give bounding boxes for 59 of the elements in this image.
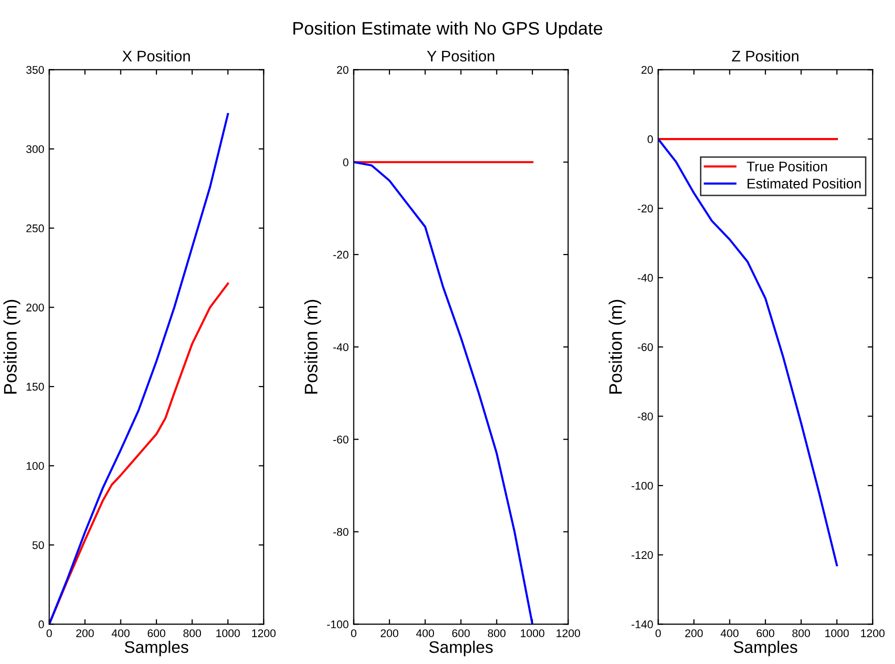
y-tick-label: 300	[26, 145, 44, 154]
y-axis-title: Position (m)	[608, 300, 626, 394]
chart-title: Y Position	[427, 50, 494, 62]
x-axis-title: Samples	[429, 640, 493, 656]
x-tick-label: 0	[46, 629, 52, 638]
y-tick-label: 200	[26, 304, 44, 312]
y-tick-label: 150	[26, 382, 44, 391]
chart-title: Z Position	[732, 50, 798, 62]
y-tick-label: -60	[333, 436, 348, 444]
y-tick-label: 250	[26, 224, 44, 232]
y-tick-label: -120	[632, 551, 653, 559]
y-tick-label: -40	[638, 274, 653, 282]
x-tick-label: 600	[756, 629, 774, 638]
x-tick-label: 600	[148, 629, 166, 638]
y-tick-label: 100	[26, 462, 44, 470]
y-tick-label: 0	[38, 620, 44, 628]
y-tick-label: -100	[632, 482, 653, 490]
y-tick-label: 0	[648, 135, 653, 144]
y-tick-label: -20	[638, 204, 653, 212]
x-tick-label: 800	[183, 629, 202, 638]
y-tick-label: -60	[638, 343, 653, 352]
legend-label: True Position	[746, 161, 827, 172]
y-tick-label: -80	[638, 412, 653, 420]
y-axis-title: Position (m)	[304, 300, 322, 394]
x-tick-label: 800	[792, 629, 810, 638]
text: Position Estimate with No GPS Update	[293, 21, 602, 38]
y-tick-label: 20	[337, 66, 348, 74]
y-tick-label: 350	[26, 66, 44, 74]
legend-label: Estimated Position	[748, 178, 861, 189]
x-tick-label: 1200	[556, 629, 580, 638]
y-axis-title: Position (m)	[3, 300, 20, 394]
y-tick-label: -20	[333, 250, 348, 259]
y-tick-label: 0	[343, 158, 348, 166]
x-tick-label: 200	[380, 629, 398, 638]
chart-title: X Position	[122, 50, 190, 62]
line-series	[49, 113, 229, 624]
line-series	[354, 161, 534, 624]
x-tick-label: 1000	[825, 629, 849, 638]
y-tick-label: -80	[333, 528, 348, 536]
y-tick-label: 20	[642, 66, 653, 74]
x-axis-title: Samples	[124, 640, 188, 656]
x-tick-label: 400	[720, 629, 739, 638]
x-tick-label: 800	[488, 629, 506, 638]
x-tick-label: 0	[656, 629, 661, 638]
x-axis-title: Samples	[734, 640, 798, 656]
y-tick-label: -100	[327, 620, 348, 628]
x-tick-label: 0	[351, 629, 356, 638]
x-tick-label: 1200	[252, 629, 276, 638]
x-tick-label: 200	[685, 629, 703, 638]
x-tick-label: 400	[112, 629, 130, 638]
x-tick-label: 1200	[861, 629, 885, 638]
x-tick-label: 600	[452, 629, 470, 638]
y-tick-label: 50	[32, 541, 44, 550]
y-tick-label: -40	[333, 343, 348, 352]
x-tick-label: 1000	[520, 629, 544, 638]
y-tick-label: -140	[632, 620, 653, 628]
x-tick-label: 1000	[216, 629, 240, 638]
x-tick-label: 200	[76, 629, 94, 638]
x-tick-label: 400	[416, 629, 434, 638]
